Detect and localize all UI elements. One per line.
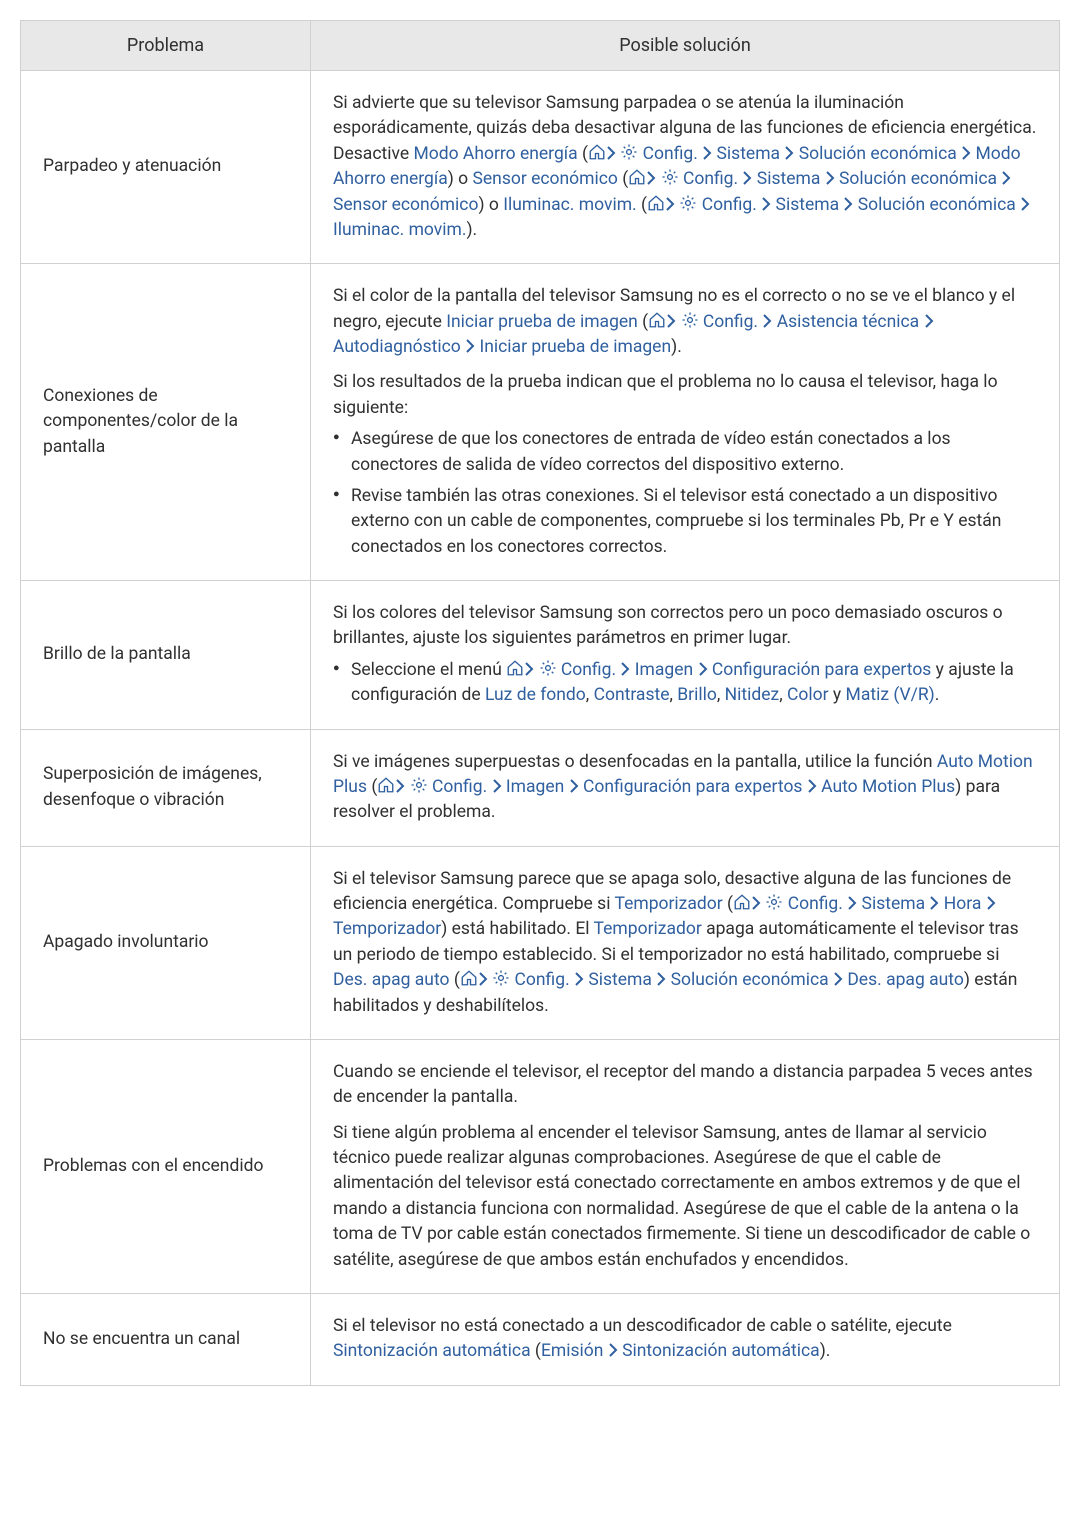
- problem-cell: Superposición de imágenes, desenfoque o …: [21, 729, 311, 846]
- chevron-right-icon: [478, 969, 488, 983]
- col-solution-header: Posible solución: [311, 21, 1060, 71]
- table-row: Superposición de imágenes, desenfoque o …: [21, 729, 1060, 846]
- gear-icon: [620, 143, 638, 161]
- chevron-right-icon: [833, 969, 843, 983]
- chevron-right-icon: [762, 311, 772, 325]
- troubleshooting-table: Problema Posible solución Parpadeo y ate…: [20, 20, 1060, 1386]
- solution-cell: Si el televisor no está conectado a un d…: [311, 1293, 1060, 1385]
- list-item: Seleccione el menú Config. Imagen Config…: [333, 658, 1037, 709]
- solution-cell: Si los colores del televisor Samsung son…: [311, 581, 1060, 730]
- home-icon: [377, 776, 395, 794]
- home-icon: [506, 659, 524, 677]
- solution-cell: Si el televisor Samsung parece que se ap…: [311, 846, 1060, 1039]
- table-row: No se encuentra un canal Si el televisor…: [21, 1293, 1060, 1385]
- table-row: Problemas con el encendido Cuando se enc…: [21, 1039, 1060, 1293]
- chevron-right-icon: [1020, 194, 1030, 208]
- gear-icon: [492, 969, 510, 987]
- chevron-right-icon: [961, 143, 971, 157]
- chevron-right-icon: [620, 659, 630, 673]
- chevron-right-icon: [986, 893, 996, 907]
- chevron-right-icon: [395, 776, 405, 790]
- list-item: Asegúrese de que los conectores de entra…: [333, 427, 1037, 478]
- col-problem-header: Problema: [21, 21, 311, 71]
- list-item: Revise también las otras conexiones. Si …: [333, 484, 1037, 560]
- problem-cell: Brillo de la pantalla: [21, 581, 311, 730]
- chevron-right-icon: [847, 893, 857, 907]
- problem-cell: Parpadeo y atenuación: [21, 71, 311, 264]
- chevron-right-icon: [702, 143, 712, 157]
- chevron-right-icon: [646, 168, 656, 182]
- table-row: Apagado involuntario Si el televisor Sam…: [21, 846, 1060, 1039]
- chevron-right-icon: [608, 1340, 618, 1354]
- home-icon: [648, 311, 666, 329]
- gear-icon: [410, 776, 428, 794]
- problem-cell: Problemas con el encendido: [21, 1039, 311, 1293]
- chevron-right-icon: [751, 893, 761, 907]
- solution-cell: Si advierte que su televisor Samsung par…: [311, 71, 1060, 264]
- solution-cell: Cuando se enciende el televisor, el rece…: [311, 1039, 1060, 1293]
- chevron-right-icon: [742, 168, 752, 182]
- chevron-right-icon: [924, 311, 934, 325]
- chevron-right-icon: [569, 776, 579, 790]
- chevron-right-icon: [698, 659, 708, 673]
- problem-cell: Apagado involuntario: [21, 846, 311, 1039]
- home-icon: [647, 194, 665, 212]
- gear-icon: [539, 659, 557, 677]
- gear-icon: [679, 194, 697, 212]
- home-icon: [588, 143, 606, 161]
- table-row: Brillo de la pantalla Si los colores del…: [21, 581, 1060, 730]
- table-row: Conexiones de componentes/color de la pa…: [21, 264, 1060, 581]
- solution-cell: Si el color de la pantalla del televisor…: [311, 264, 1060, 581]
- chevron-right-icon: [656, 969, 666, 983]
- home-icon: [460, 969, 478, 987]
- gear-icon: [681, 311, 699, 329]
- chevron-right-icon: [761, 194, 771, 208]
- chevron-right-icon: [492, 776, 502, 790]
- chevron-right-icon: [665, 194, 675, 208]
- chevron-right-icon: [574, 969, 584, 983]
- chevron-right-icon: [929, 893, 939, 907]
- chevron-right-icon: [606, 143, 616, 157]
- problem-cell: Conexiones de componentes/color de la pa…: [21, 264, 311, 581]
- gear-icon: [661, 168, 679, 186]
- table-row: Parpadeo y atenuación Si advierte que su…: [21, 71, 1060, 264]
- chevron-right-icon: [784, 143, 794, 157]
- home-icon: [733, 893, 751, 911]
- chevron-right-icon: [843, 194, 853, 208]
- home-icon: [628, 168, 646, 186]
- chevron-right-icon: [524, 659, 534, 673]
- chevron-right-icon: [465, 336, 475, 350]
- chevron-right-icon: [825, 168, 835, 182]
- problem-cell: No se encuentra un canal: [21, 1293, 311, 1385]
- gear-icon: [765, 893, 783, 911]
- solution-cell: Si ve imágenes superpuestas o desenfocad…: [311, 729, 1060, 846]
- chevron-right-icon: [1001, 168, 1011, 182]
- chevron-right-icon: [807, 776, 817, 790]
- chevron-right-icon: [666, 311, 676, 325]
